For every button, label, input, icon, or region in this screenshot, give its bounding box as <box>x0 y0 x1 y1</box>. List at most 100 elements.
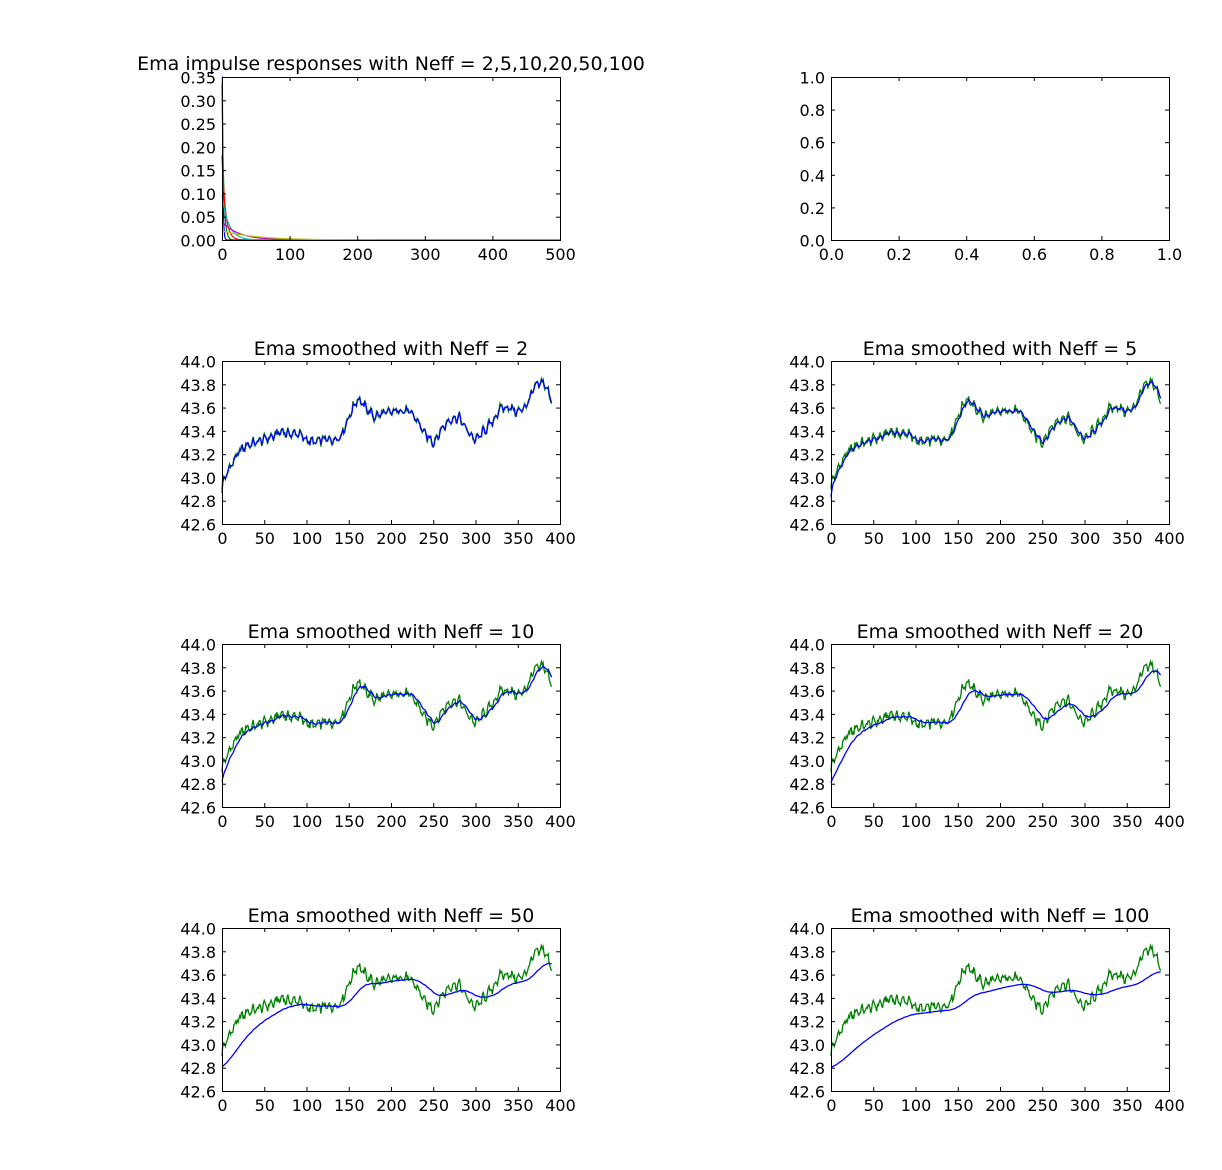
x-tick-label: 300 <box>461 1096 492 1115</box>
y-tick-label: 43.6 <box>180 399 216 418</box>
y-tick-label: 43.0 <box>789 752 825 771</box>
x-tick-label: 0 <box>217 245 227 264</box>
y-tick-label: 43.4 <box>789 989 825 1008</box>
x-tick-label: 1.0 <box>1157 245 1182 264</box>
y-tick-label: 44.0 <box>789 636 825 655</box>
raw-price-line <box>221 659 553 773</box>
y-tick-label: 42.8 <box>789 1059 825 1078</box>
y-tick-label: 43.8 <box>789 659 825 678</box>
impulse-response-line-neff-5 <box>221 84 560 241</box>
subplot-impulse-responses: Ema impulse responses with Neff = 2,5,10… <box>137 53 645 264</box>
y-tick-label: 42.6 <box>180 799 216 818</box>
x-tick-label: 400 <box>545 1096 576 1115</box>
y-tick-label: 42.6 <box>789 1083 825 1102</box>
y-tick-label: 0.00 <box>180 232 216 251</box>
y-tick-label: 0.25 <box>180 115 216 134</box>
ema-smoothed-line <box>221 378 553 494</box>
y-tick-label: 43.6 <box>789 399 825 418</box>
raw-price-line <box>830 943 1162 1057</box>
subplot-empty-axes: 0.0 0.2 0.4 0.6 0.8 1.0 0.0 0.2 0.4 0.6 0.8 1.0 <box>800 69 1183 265</box>
x-tick-label: 200 <box>376 812 407 831</box>
x-tick-label: 100 <box>292 1096 323 1115</box>
axes-frame <box>831 77 1170 241</box>
x-tick-label: 0 <box>217 529 227 548</box>
y-tick-label: 43.0 <box>180 1036 216 1055</box>
x-tick-label: 500 <box>545 245 576 264</box>
y-tick-label: 43.8 <box>789 376 825 395</box>
y-tick-label: 43.2 <box>180 446 216 465</box>
subplot-neff-10: Ema smoothed with Neff = 10 0 50 100 150 200… <box>180 621 575 831</box>
x-tick-label: 150 <box>334 1096 365 1115</box>
subplot-neff-20: Ema smoothed with Neff = 20 0 50 100 150 200… <box>789 621 1184 831</box>
subplot-neff-50: Ema smoothed with Neff = 50 0 50 100 150 200… <box>180 905 575 1115</box>
x-tick-label: 150 <box>334 812 365 831</box>
y-tick-label: 0.8 <box>800 101 825 120</box>
y-tick-label: 43.6 <box>180 682 216 701</box>
x-tick-label: 0.0 <box>819 245 844 264</box>
x-tick-label: 0.4 <box>954 245 979 264</box>
x-tick-label: 350 <box>503 812 534 831</box>
y-tick-label: 0.05 <box>180 208 216 227</box>
axes-frame <box>831 928 1170 1092</box>
y-tick-label: 43.2 <box>789 446 825 465</box>
chart-title: Ema smoothed with Neff = 5 <box>863 338 1138 360</box>
axes-frame <box>222 361 561 525</box>
axes-frame <box>222 928 561 1092</box>
x-tick-label: 200 <box>985 529 1016 548</box>
ema-smoothed-line <box>221 665 553 782</box>
x-tick-label: 350 <box>503 1096 534 1115</box>
x-tick-label: 200 <box>342 245 373 264</box>
y-tick-label: 43.8 <box>180 943 216 962</box>
x-tick-label: 250 <box>418 1096 449 1115</box>
y-tick-label: 43.6 <box>789 682 825 701</box>
x-tick-label: 150 <box>943 812 974 831</box>
y-tick-label: 0.4 <box>800 166 825 185</box>
y-tick-label: 42.6 <box>789 799 825 818</box>
y-tick-label: 43.4 <box>789 422 825 441</box>
impulse-response-line-neff-100 <box>221 230 560 241</box>
y-tick-label: 42.6 <box>180 516 216 535</box>
x-tick-label: 400 <box>478 245 509 264</box>
y-tick-label: 43.2 <box>180 729 216 748</box>
y-tick-label: 0.0 <box>800 232 825 251</box>
x-tick-label: 50 <box>255 529 275 548</box>
y-tick-label: 43.2 <box>789 1013 825 1032</box>
x-tick-label: 100 <box>292 529 323 548</box>
x-tick-label: 300 <box>1070 1096 1101 1115</box>
x-tick-label: 50 <box>864 812 884 831</box>
x-tick-label: 300 <box>410 245 441 264</box>
x-tick-label: 300 <box>461 812 492 831</box>
x-tick-label: 350 <box>1112 1096 1143 1115</box>
ema-smoothed-line <box>830 670 1162 783</box>
x-tick-label: 0 <box>217 1096 227 1115</box>
x-tick-label: 100 <box>901 1096 932 1115</box>
x-tick-label: 250 <box>1027 529 1058 548</box>
impulse-response-line-neff-20 <box>221 195 560 241</box>
ema-smoothed-line <box>830 380 1162 497</box>
axes-frame <box>222 644 561 808</box>
x-tick-label: 250 <box>418 529 449 548</box>
y-tick-label: 1.0 <box>800 69 825 88</box>
x-tick-label: 200 <box>376 529 407 548</box>
y-tick-label: 0.20 <box>180 138 216 157</box>
y-tick-label: 0.6 <box>800 134 825 153</box>
x-tick-label: 350 <box>1112 812 1143 831</box>
x-tick-label: 300 <box>1070 812 1101 831</box>
y-tick-label: 43.6 <box>789 966 825 985</box>
impulse-response-line-neff-10 <box>221 155 560 241</box>
y-tick-label: 0.15 <box>180 162 216 181</box>
x-tick-label: 300 <box>461 529 492 548</box>
y-tick-label: 42.8 <box>180 775 216 794</box>
x-tick-label: 50 <box>864 529 884 548</box>
y-tick-label: 43.8 <box>180 376 216 395</box>
y-tick-label: 43.8 <box>789 943 825 962</box>
y-tick-label: 44.0 <box>789 920 825 939</box>
x-tick-label: 250 <box>1027 1096 1058 1115</box>
y-tick-label: 43.8 <box>180 659 216 678</box>
x-tick-label: 0 <box>826 529 836 548</box>
x-tick-label: 150 <box>943 529 974 548</box>
subplot-neff-100: Ema smoothed with Neff = 100 0 50 100 150 20… <box>789 905 1184 1115</box>
y-tick-label: 44.0 <box>180 636 216 655</box>
raw-price-line <box>221 943 553 1057</box>
subplot-neff-2: Ema smoothed with Neff = 2 0 50 100 150 200 2… <box>180 338 575 548</box>
